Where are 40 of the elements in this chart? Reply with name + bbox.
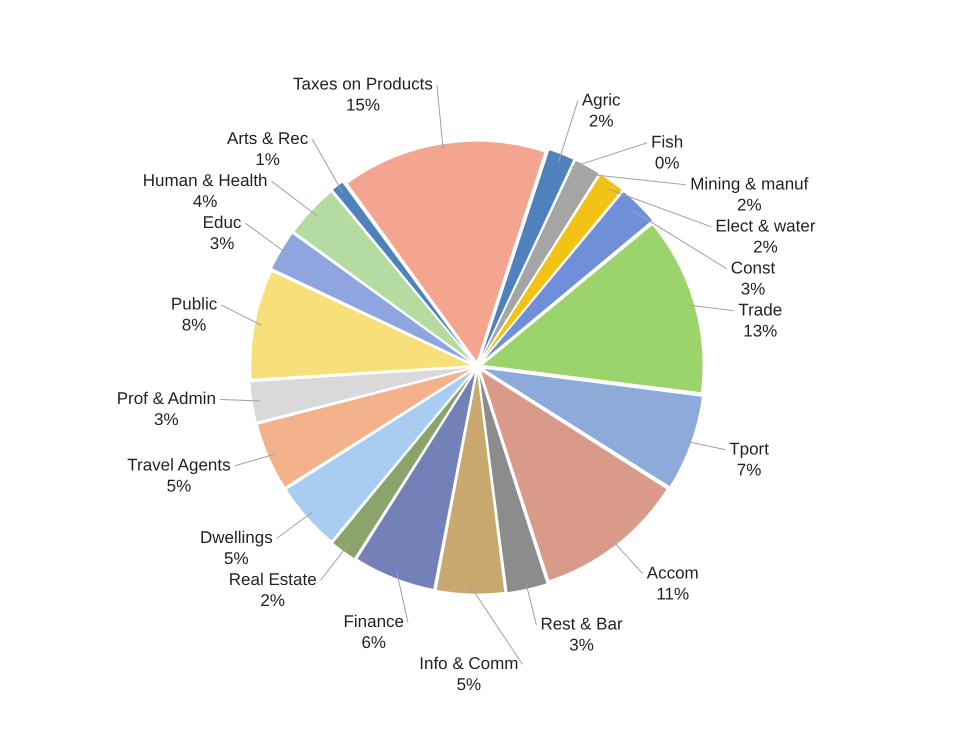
slice-label: Mining & manuf [690, 174, 809, 194]
slice-label: Prof & Admin [116, 389, 216, 408]
slice-label: Accom [646, 563, 699, 582]
slice-label: Trade [738, 300, 782, 320]
data-label: 5% [456, 675, 482, 694]
data-label: 6% [361, 633, 386, 652]
data-label: 3% [740, 280, 766, 298]
data-label: 1% [255, 150, 280, 169]
data-label: 2% [260, 591, 285, 610]
data-label: 4% [192, 192, 218, 211]
data-label: 2% [736, 196, 762, 214]
data-label: 2% [588, 112, 614, 130]
slice-label: Real Estate [228, 570, 317, 590]
data-label: 13% [743, 322, 778, 340]
category-label: Fish [651, 132, 684, 152]
data-label: 3% [569, 636, 594, 655]
slice-label: Rest & Bar [540, 614, 623, 634]
slice-label: Travel Agents [127, 455, 231, 474]
data-label: 3% [154, 410, 179, 430]
slice-label: Const [730, 258, 776, 278]
data-label: 5% [166, 476, 192, 496]
slice-label: Tport [729, 439, 770, 458]
slice-label: Dwellings [200, 528, 273, 548]
data-label: 2% [753, 238, 778, 256]
data-label: 11% [656, 584, 690, 604]
text: 0% [654, 154, 680, 172]
data-label: 3% [210, 234, 234, 253]
data-label: 15% [346, 96, 380, 115]
data-label: 8% [182, 316, 206, 335]
slice-label: Educ [202, 212, 242, 232]
slice-label: Public [170, 294, 218, 314]
data-label: 5% [224, 549, 249, 568]
slice-label: Agric [582, 90, 622, 110]
slice-label: Human & Health [142, 170, 268, 190]
data-label: 7% [736, 460, 762, 480]
slice-label: Elect & water [715, 216, 816, 236]
slice-label: Taxes on Products [293, 74, 433, 94]
slice-label: Arts & Rec [226, 128, 309, 148]
slice-label: Info & Comm [419, 654, 518, 674]
slice-label: Finance [343, 612, 404, 632]
